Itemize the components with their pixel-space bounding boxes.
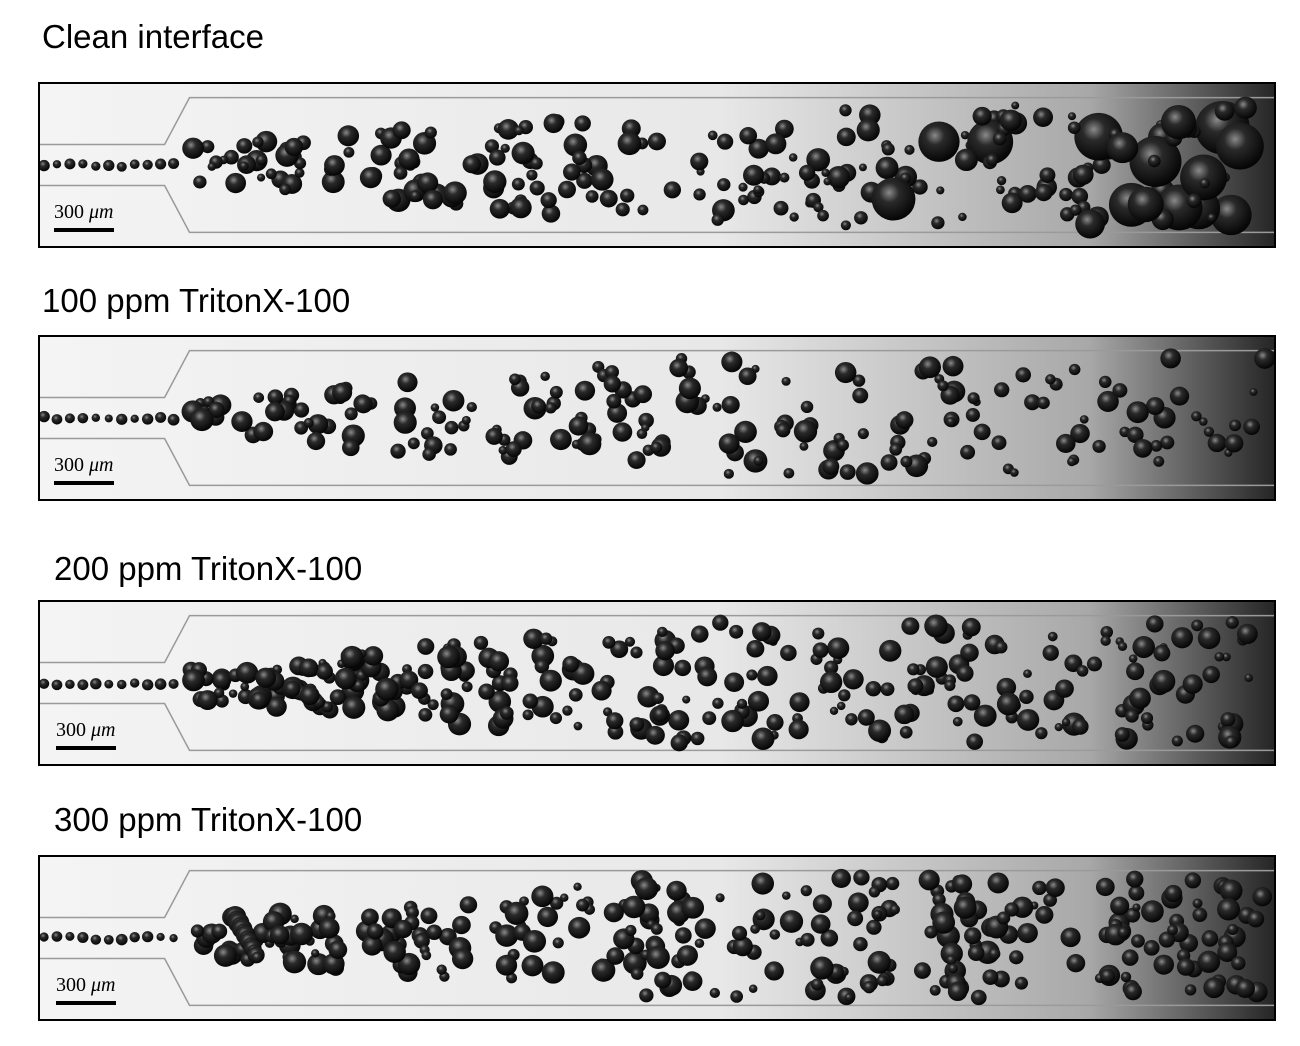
- panel-title-100ppm: 100 ppm TritonX-100: [42, 282, 351, 319]
- scale-bar: 300 μm: [56, 720, 156, 750]
- scale-bar: 300 μm: [54, 455, 154, 485]
- scale-bar-label: 300 μm: [56, 974, 116, 996]
- panel-title-clean: Clean interface: [42, 18, 264, 55]
- micrograph-100ppm: 300 μm: [38, 335, 1276, 501]
- scale-bar-line: [54, 481, 114, 485]
- panel-title-300ppm: 300 ppm TritonX-100: [54, 801, 363, 838]
- micrograph-200ppm: 300 μm: [38, 600, 1276, 766]
- scale-bar-line: [56, 746, 116, 750]
- bubble-image: [40, 337, 1274, 499]
- scale-bar-line: [56, 1001, 116, 1005]
- micrograph-300ppm: 300 μm: [38, 855, 1276, 1021]
- panel-title-200ppm: 200 ppm TritonX-100: [54, 550, 363, 587]
- bubble-image: [40, 857, 1274, 1019]
- scale-bar-label: 300 μm: [54, 201, 114, 223]
- scale-bar-line: [54, 228, 114, 232]
- scale-bar-label: 300 μm: [54, 454, 114, 476]
- scale-bar: 300 μm: [56, 975, 156, 1005]
- scale-bar-label: 300 μm: [56, 719, 116, 741]
- bubble-image: [40, 84, 1274, 246]
- scale-bar: 300 μm: [54, 202, 154, 232]
- bubble-image: [40, 602, 1274, 764]
- micrograph-clean-interface: 300 μm: [38, 82, 1276, 248]
